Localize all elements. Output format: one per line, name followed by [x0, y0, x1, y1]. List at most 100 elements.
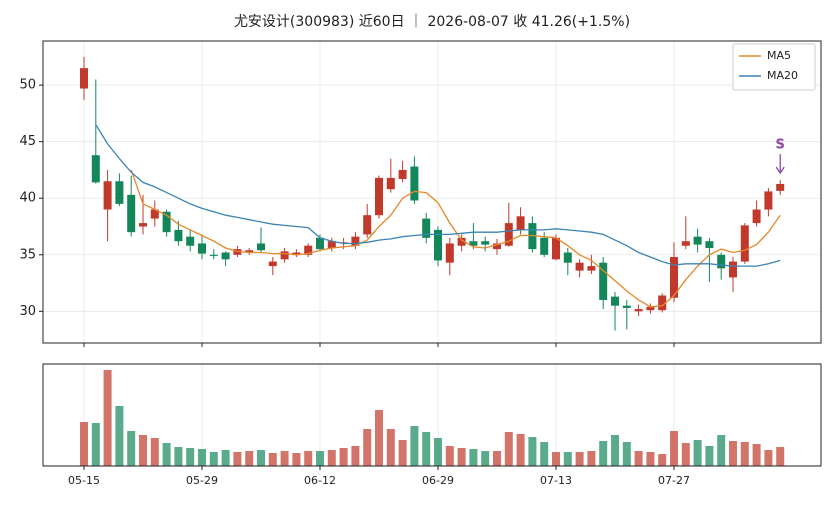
- volume-bar: [575, 452, 584, 466]
- volume-bar: [91, 423, 100, 466]
- volume-bar: [493, 451, 501, 466]
- candle-body: [658, 295, 667, 311]
- volume-bar: [457, 448, 466, 466]
- volume-bar: [540, 442, 549, 466]
- candle-body: [91, 155, 100, 183]
- candle-body: [257, 243, 265, 251]
- candle-body: [103, 181, 112, 210]
- volume-bar: [740, 442, 749, 466]
- volume-bar: [245, 451, 254, 466]
- candle-body: [634, 309, 643, 312]
- candle-body: [776, 183, 785, 191]
- ma-line: [130, 169, 781, 308]
- volume-bar: [268, 453, 277, 466]
- candle-body: [375, 177, 383, 216]
- candle-body: [469, 241, 478, 246]
- volume-bar: [422, 432, 431, 466]
- candle-body: [209, 254, 218, 256]
- volume-bar: [563, 452, 572, 466]
- volume-bar: [351, 446, 360, 466]
- volume-bar: [221, 450, 230, 466]
- candle-body: [198, 243, 206, 254]
- volume-bar: [552, 452, 560, 466]
- volume-bar: [363, 429, 372, 466]
- volume-bar: [658, 454, 667, 466]
- volume-bar: [516, 434, 525, 466]
- candle-body: [221, 252, 230, 260]
- candle-body: [681, 241, 690, 246]
- volume-bar: [634, 451, 643, 466]
- candle-body: [540, 237, 549, 255]
- x-tick-label: 05-15: [68, 474, 100, 487]
- volume-bar: [209, 452, 218, 466]
- candle-body: [139, 223, 147, 227]
- volume-bar: [681, 443, 690, 466]
- y-tick-label: 40: [19, 191, 36, 206]
- volume-bar: [670, 431, 678, 466]
- legend: MA5 MA20: [732, 43, 816, 91]
- volume-bar: [115, 406, 124, 466]
- candle-body: [445, 243, 454, 263]
- candle-body: [292, 252, 301, 255]
- candle-body: [587, 266, 596, 271]
- volume-bar: [174, 447, 183, 466]
- candle-body: [245, 250, 254, 253]
- volume-bar: [504, 432, 513, 466]
- candle-body: [752, 209, 761, 224]
- volume-bar: [127, 431, 136, 466]
- candle-body: [516, 216, 525, 230]
- grid: 30 35 40 45 50 05-15 05-29 06-12 06-29 07-13 07-27: [19, 41, 821, 487]
- candle-body: [693, 236, 702, 245]
- candle-body: [150, 209, 159, 219]
- candle-body: [504, 223, 513, 246]
- candle-body: [386, 177, 395, 190]
- volume-bar: [198, 449, 206, 466]
- volume-bar: [398, 440, 407, 466]
- volume-frame: [42, 363, 822, 467]
- volume-bar: [646, 452, 655, 466]
- x-tick-label: 06-29: [422, 474, 454, 487]
- legend-label: MA20: [767, 69, 798, 82]
- volume-bar: [257, 450, 265, 466]
- candle-body: [563, 252, 572, 263]
- y-tick-label: 45: [19, 134, 36, 149]
- volume-bar: [280, 451, 289, 466]
- candle-body: [599, 262, 608, 301]
- candle-body: [575, 262, 584, 271]
- volume-bar: [339, 448, 348, 466]
- candle-body: [740, 225, 749, 262]
- volume-bar: [469, 449, 478, 466]
- x-tick-label: 07-27: [658, 474, 690, 487]
- candle-body: [552, 237, 560, 260]
- volume-bar: [150, 438, 159, 466]
- candle-body: [174, 229, 183, 242]
- candle-body: [115, 181, 124, 204]
- volume-bar: [139, 435, 147, 466]
- y-tick-label: 35: [19, 247, 36, 262]
- ma-line: [95, 124, 781, 267]
- candle-body: [316, 237, 324, 250]
- volume-bar: [622, 442, 631, 466]
- volume-bar: [776, 447, 785, 466]
- volume-bar: [186, 448, 195, 466]
- candle-body: [729, 261, 737, 278]
- marks: S: [80, 56, 785, 466]
- volume-bar: [717, 435, 726, 466]
- volume-bar: [410, 426, 419, 466]
- price-frame: [42, 40, 822, 344]
- candle-body: [304, 245, 313, 255]
- volume-bar: [481, 451, 490, 466]
- candle-body: [457, 237, 466, 246]
- candle-body: [422, 218, 431, 238]
- volume-bar: [327, 450, 336, 466]
- signal-label: S: [776, 138, 785, 153]
- volume-bar: [316, 451, 324, 466]
- chart-title: 尤安设计(300983) 近60日 ｜ 2026-08-07 收 41.26(+…: [234, 14, 630, 30]
- candle-body: [363, 215, 372, 235]
- candle-body: [481, 241, 490, 245]
- signal-arrowhead: [775, 166, 785, 175]
- volume-bar: [386, 429, 395, 466]
- x-tick-label: 07-13: [540, 474, 572, 487]
- candle-body: [327, 241, 336, 248]
